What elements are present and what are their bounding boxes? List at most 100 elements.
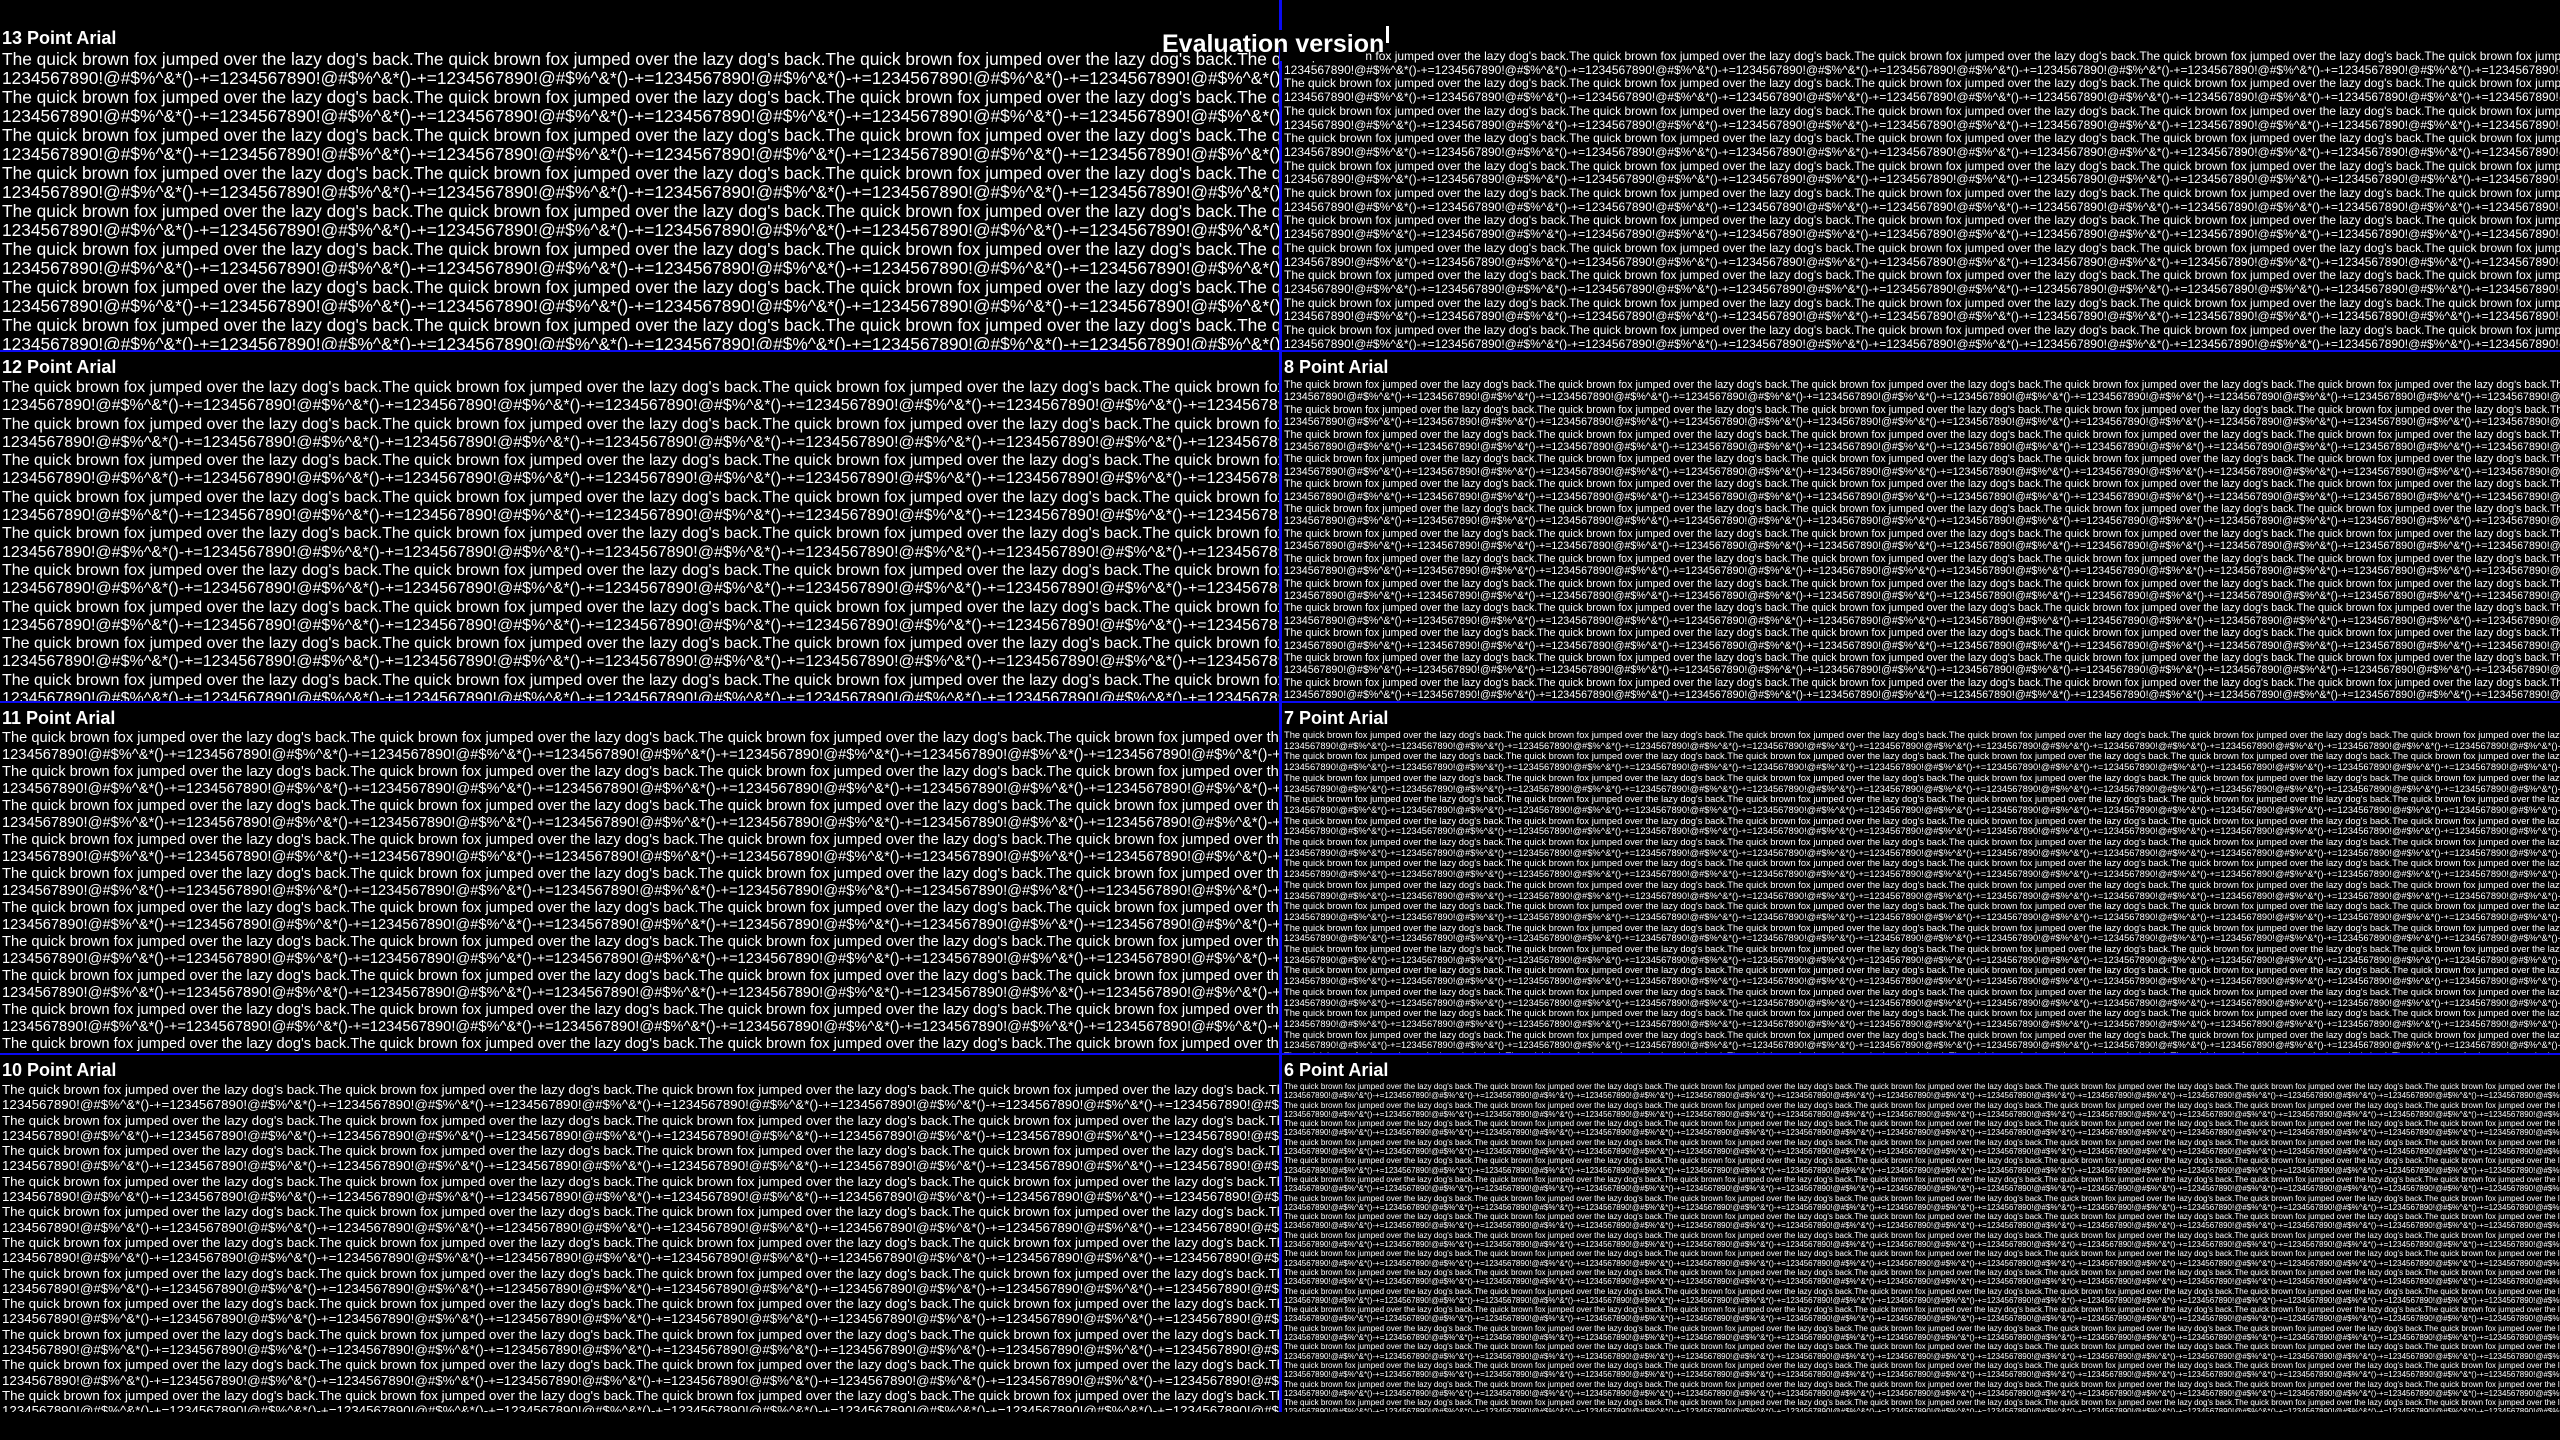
sample-sentence-line: The quick brown fox jumped over the lazy… <box>2 968 1279 984</box>
sample-sentence-line: The quick brown fox jumped over the lazy… <box>1284 104 2560 118</box>
sample-sentence-line: The quick brown fox jumped over the lazy… <box>1284 241 2560 255</box>
sample-sentence-line: The quick brown fox jumped over the lazy… <box>1284 1230 2560 1240</box>
sample-sentence-line: The quick brown fox jumped over the lazy… <box>1284 324 2560 338</box>
sample-numbers-line: 1234567890!@#$%^&*()-+=1234567890!@#$%^&… <box>1284 976 2560 987</box>
sample-sentence-line: The quick brown fox jumped over the lazy… <box>2 316 1279 335</box>
sample-numbers-line: 1234567890!@#$%^&*()-+=1234567890!@#$%^&… <box>2 1403 1279 1412</box>
section-heading: 6 Point Arial <box>1284 1060 1389 1080</box>
sample-numbers-line: 1234567890!@#$%^&*()-+=1234567890!@#$%^&… <box>1284 1407 2560 1412</box>
sample-numbers-line: 1234567890!@#$%^&*()-+=1234567890!@#$%^&… <box>1284 762 2560 773</box>
sample-sentence-line: The quick brown fox jumped over the lazy… <box>1284 552 2560 565</box>
sample-sentence-line: The quick brown fox jumped over the lazy… <box>1284 944 2560 955</box>
sample-numbers-line: 1234567890!@#$%^&*()-+=1234567890!@#$%^&… <box>2 433 1279 451</box>
sample-sentence-line: The quick brown fox jumped over the lazy… <box>2 934 1279 950</box>
section-heading: 7 Point Arial <box>1284 708 1389 728</box>
sample-numbers-line: 1234567890!@#$%^&*()-+=1234567890!@#$%^&… <box>1284 515 2560 528</box>
sample-sentence-line: The quick brown fox jumped over the lazy… <box>2 452 1279 470</box>
sample-numbers-line: 1234567890!@#$%^&*()-+=1234567890!@#$%^&… <box>2 259 1279 278</box>
sample-sentence-line: The quick brown fox jumped over the lazy… <box>2 832 1279 848</box>
sample-sentence-line: The quick brown fox jumped over the lazy… <box>2 598 1279 616</box>
sample-numbers-line: 1234567890!@#$%^&*()-+=1234567890!@#$%^&… <box>1284 565 2560 578</box>
sample-numbers-line: 1234567890!@#$%^&*()-+=1234567890!@#$%^&… <box>1284 1109 2560 1119</box>
sample-numbers-line: 1234567890!@#$%^&*()-+=1234567890!@#$%^&… <box>1284 1351 2560 1361</box>
sample-sentence-line: The quick brown fox jumped over the lazy… <box>1284 1008 2560 1019</box>
sample-sentence-line: The quick brown fox jumped over the lazy… <box>2 1173 1279 1189</box>
watermark-background-box-2 <box>1280 44 1366 61</box>
sample-numbers-line: 1234567890!@#$%^&*()-+=1234567890!@#$%^&… <box>2 849 1279 865</box>
sample-numbers-line: 1234567890!@#$%^&*()-+=1234567890!@#$%^&… <box>1284 416 2560 429</box>
sample-numbers-line: 1234567890!@#$%^&*()-+=1234567890!@#$%^&… <box>1284 1314 2560 1324</box>
sample-numbers-line: 1234567890!@#$%^&*()-+=1234567890!@#$%^&… <box>1284 740 2560 751</box>
sample-numbers-line: 1234567890!@#$%^&*()-+=1234567890!@#$%^&… <box>1284 826 2560 837</box>
sample-sentence-line: The quick brown fox jumped over the lazy… <box>1284 858 2560 869</box>
sample-sentence-line: The quick brown fox jumped over the lazy… <box>2 866 1279 882</box>
sample-sentence-line: The quick brown fox jumped over the lazy… <box>2 202 1279 221</box>
sample-sentence-line: The quick brown fox jumped over the lazy… <box>2 1357 1279 1373</box>
sample-numbers-line: 1234567890!@#$%^&*()-+=1234567890!@#$%^&… <box>1284 310 2560 324</box>
sample-sentence-line: The quick brown fox jumped over the lazy… <box>1284 879 2560 890</box>
sample-sentence-line: The quick brown fox jumped over the lazy… <box>2 1204 1279 1220</box>
sample-sentence-line: The quick brown fox jumped over the lazy… <box>1284 1305 2560 1315</box>
sample-sentence-line: The quick brown fox jumped over the lazy… <box>2 50 1279 69</box>
sample-sentence-line: The quick brown fox jumped over the lazy… <box>2 1265 1279 1281</box>
sample-sentence-line: The quick brown fox jumped over the lazy… <box>2 1112 1279 1128</box>
sample-numbers-line: 1234567890!@#$%^&*()-+=1234567890!@#$%^&… <box>1284 490 2560 503</box>
sample-sentence-line: The quick brown fox jumped over the lazy… <box>2 525 1279 543</box>
sample-sentence-line: The quick brown fox jumped over the lazy… <box>1284 132 2560 146</box>
sample-sentence-line: The quick brown fox jumped over the lazy… <box>1284 901 2560 912</box>
sample-sentence-line: The quick brown fox jumped over the lazy… <box>2 1002 1279 1018</box>
sample-sentence-line: The quick brown fox jumped over the lazy… <box>2 1143 1279 1159</box>
sample-numbers-line: 1234567890!@#$%^&*()-+=1234567890!@#$%^&… <box>2 951 1279 967</box>
sample-sentence-line: The quick brown fox jumped over the lazy… <box>1284 478 2560 491</box>
sample-numbers-line: 1234567890!@#$%^&*()-+=1234567890!@#$%^&… <box>2 747 1279 763</box>
left-column: 13 Point Arial The quick brown fox jumped… <box>0 0 1279 1412</box>
sample-sentence-line: The quick brown fox jumped over the lazy… <box>1284 986 2560 997</box>
sample-sentence-line: The quick brown fox jumped over the lazy… <box>1284 676 2560 689</box>
sample-sentence-line: The quick brown fox jumped over the lazy… <box>1284 1029 2560 1040</box>
sample-sentence-line: The quick brown fox jumped over the lazy… <box>1284 751 2560 762</box>
sample-sentence-line: The quick brown fox jumped over the lazy… <box>1284 1286 2560 1296</box>
sample-numbers-line: 1234567890!@#$%^&*()-+=1234567890!@#$%^&… <box>1284 540 2560 553</box>
sample-numbers-line: 1234567890!@#$%^&*()-+=1234567890!@#$%^&… <box>1284 337 2560 351</box>
sample-sentence-line: The quick brown fox jumped over the lazy… <box>1284 1323 2560 1333</box>
sample-numbers-line: 1234567890!@#$%^&*()-+=1234567890!@#$%^&… <box>1284 1388 2560 1398</box>
sample-sentence-line: The quick brown fox jumped over the lazy… <box>2 488 1279 506</box>
sample-sentence-line: The quick brown fox jumped over the lazy… <box>1284 794 2560 805</box>
sample-numbers-line: 1234567890!@#$%^&*()-+=1234567890!@#$%^&… <box>1284 282 2560 296</box>
sample-numbers-line: 1234567890!@#$%^&*()-+=1234567890!@#$%^&… <box>2 470 1279 488</box>
sample-sentence-line: The quick brown fox jumped over the lazy… <box>1284 837 2560 848</box>
sample-numbers-line: 1234567890!@#$%^&*()-+=1234567890!@#$%^&… <box>1284 1221 2560 1231</box>
sample-numbers-line: 1234567890!@#$%^&*()-+=1234567890!@#$%^&… <box>1284 614 2560 627</box>
sample-numbers-line: 1234567890!@#$%^&*()-+=1234567890!@#$%^&… <box>2 543 1279 561</box>
section-heading: 11 Point Arial <box>2 708 116 728</box>
sample-numbers-line: 1234567890!@#$%^&*()-+=1234567890!@#$%^&… <box>1284 589 2560 602</box>
sample-numbers-line: 1234567890!@#$%^&*()-+=1234567890!@#$%^&… <box>1284 145 2560 159</box>
sample-numbers-line: 1234567890!@#$%^&*()-+=1234567890!@#$%^&… <box>1284 783 2560 794</box>
sample-sentence-line: The quick brown fox jumped over the lazy… <box>2 900 1279 916</box>
sample-sentence-line: The quick brown fox jumped over the lazy… <box>1284 922 2560 933</box>
sample-sentence-line: The quick brown fox jumped over the lazy… <box>2 798 1279 814</box>
right-column: 9 Point Arial The quick brown fox jumped … <box>1282 0 2560 1412</box>
sample-numbers-line: 1234567890!@#$%^&*()-+=1234567890!@#$%^&… <box>1284 847 2560 858</box>
sample-sentence-line: The quick brown fox jumped over the lazy… <box>2 671 1279 689</box>
sample-sentence-line: The quick brown fox jumped over the lazy… <box>1284 296 2560 310</box>
sample-numbers-line: 1234567890!@#$%^&*()-+=1234567890!@#$%^&… <box>2 1280 1279 1296</box>
sample-sentence-line: The quick brown fox jumped over the lazy… <box>2 1036 1279 1052</box>
sample-numbers-line: 1234567890!@#$%^&*()-+=1234567890!@#$%^&… <box>2 1219 1279 1235</box>
sample-numbers-line: 1234567890!@#$%^&*()-+=1234567890!@#$%^&… <box>1284 255 2560 269</box>
sample-numbers-line: 1234567890!@#$%^&*()-+=1234567890!@#$%^&… <box>1284 1184 2560 1194</box>
sample-sentence-line: The quick brown fox jumped over the lazy… <box>1284 1082 2560 1091</box>
sample-numbers-line: 1234567890!@#$%^&*()-+=1234567890!@#$%^&… <box>1284 465 2560 478</box>
sample-numbers-line: 1234567890!@#$%^&*()-+=1234567890!@#$%^&… <box>1284 63 2560 77</box>
sample-numbers-line: 1234567890!@#$%^&*()-+=1234567890!@#$%^&… <box>1284 1147 2560 1157</box>
sample-numbers-line: 1234567890!@#$%^&*()-+=1234567890!@#$%^&… <box>1284 997 2560 1008</box>
sample-sentence-line: The quick brown fox jumped over the lazy… <box>1284 1249 2560 1259</box>
sample-numbers-line: 1234567890!@#$%^&*()-+=1234567890!@#$%^&… <box>2 1019 1279 1035</box>
sample-sentence-line: The quick brown fox jumped over the lazy… <box>1284 651 2560 664</box>
sample-sentence-line: The quick brown fox jumped over the lazy… <box>2 126 1279 145</box>
sample-sentence-line: The quick brown fox jumped over the lazy… <box>1284 453 2560 466</box>
sample-sentence-line: The quick brown fox jumped over the lazy… <box>1284 527 2560 540</box>
sample-numbers-line: 1234567890!@#$%^&*()-+=1234567890!@#$%^&… <box>1284 911 2560 922</box>
sample-numbers-line: 1234567890!@#$%^&*()-+=1234567890!@#$%^&… <box>2 397 1279 415</box>
